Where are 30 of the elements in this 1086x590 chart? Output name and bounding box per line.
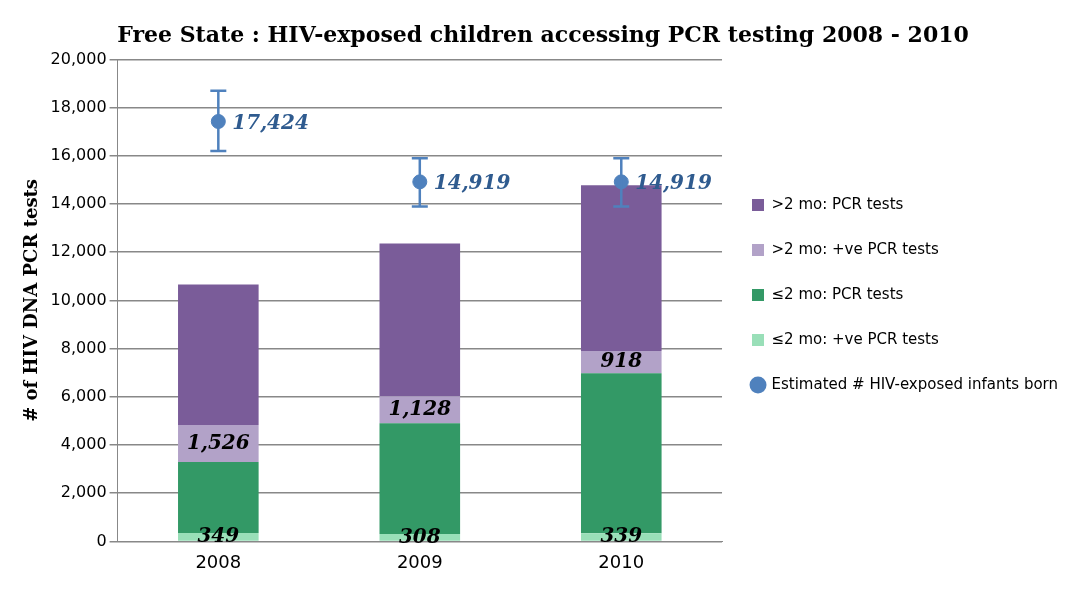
y-tick-label: 16,000 xyxy=(50,144,107,164)
data-label: 349 xyxy=(197,523,240,548)
y-tick-label: 4,000 xyxy=(60,434,107,454)
y-tick-label: 6,000 xyxy=(60,385,107,405)
y-tick-label: 0 xyxy=(96,530,107,550)
x-tick-label: 2008 xyxy=(195,550,242,572)
x-tick-label: 2010 xyxy=(598,550,645,572)
y-tick-label: 20,000 xyxy=(50,48,107,68)
data-label: 918 xyxy=(600,348,643,373)
y-tick-label: 18,000 xyxy=(50,96,107,116)
y-tick-label: 10,000 xyxy=(50,289,107,309)
legend-label: >2 mo: +ve PCR tests xyxy=(771,239,939,258)
data-label: 339 xyxy=(600,523,643,548)
data-label: 1,128 xyxy=(388,395,452,420)
chart-title: Free State : HIV-exposed children accessing PCR testing 2008 - 2010 xyxy=(117,20,969,47)
data-label: 14,919 xyxy=(433,170,511,195)
legend-label: >2 mo: PCR tests xyxy=(771,194,904,213)
y-tick-label: 14,000 xyxy=(50,193,107,213)
data-label: 308 xyxy=(398,523,441,548)
legend-label: Estimated # HIV-exposed infants born xyxy=(771,374,1058,393)
data-label: 14,919 xyxy=(635,170,712,195)
legend-label: ≤2 mo: +ve PCR tests xyxy=(771,329,939,348)
y-tick-label: 12,000 xyxy=(50,241,107,261)
x-tick-label: 2009 xyxy=(396,550,443,572)
y-axis-title: # of HIV DNA PCR tests xyxy=(20,179,42,422)
legend-label: ≤2 mo: PCR tests xyxy=(771,284,904,303)
data-label: 1,526 xyxy=(187,429,250,454)
y-tick-label: 8,000 xyxy=(60,337,107,357)
y-tick-label: 2,000 xyxy=(60,482,107,502)
data-label: 17,424 xyxy=(232,109,309,134)
